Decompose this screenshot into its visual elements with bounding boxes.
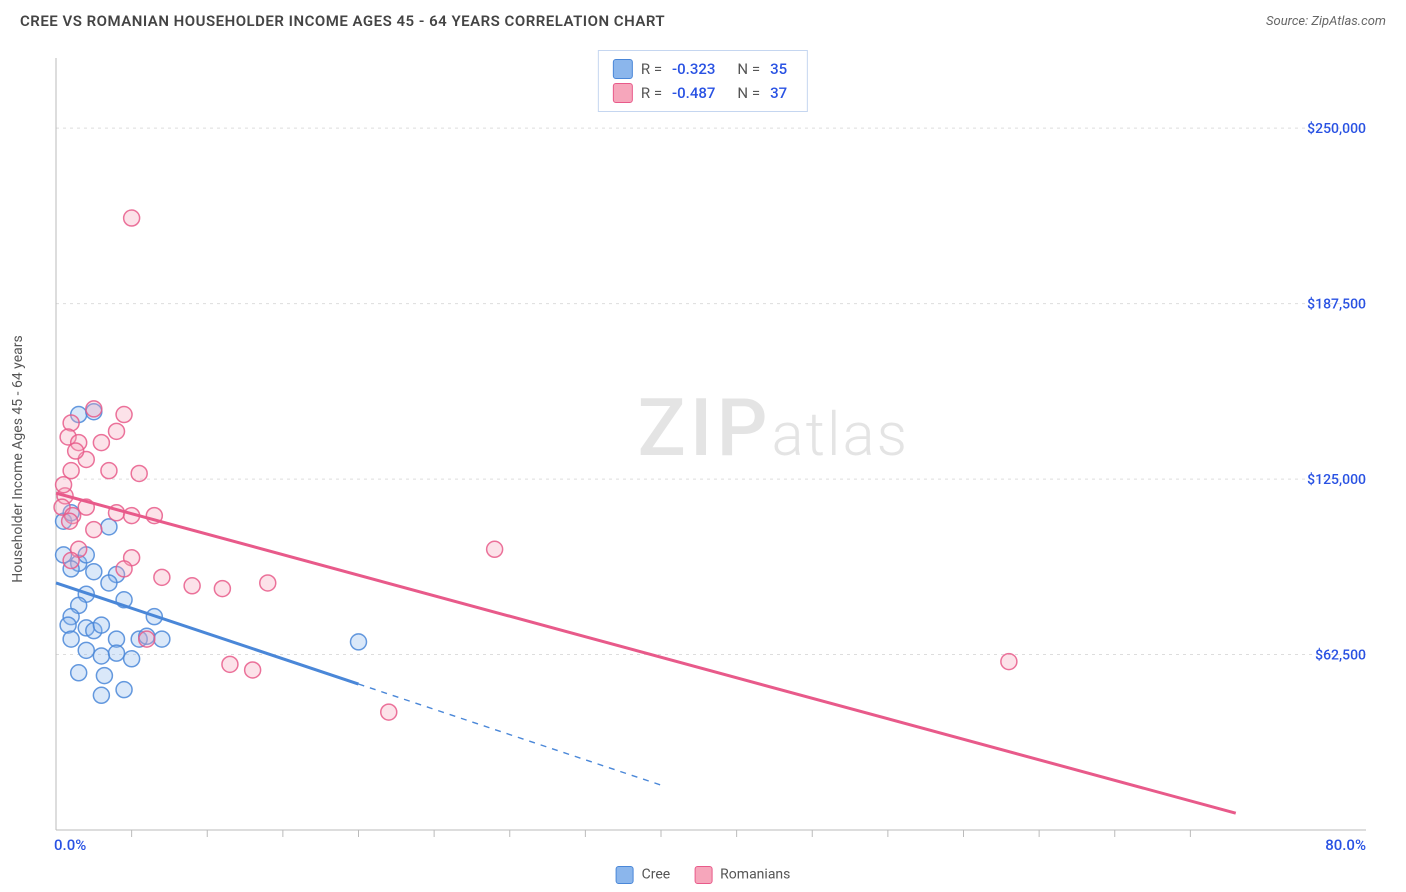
legend-n-label: N = <box>737 84 760 102</box>
svg-text:$187,500: $187,500 <box>1307 296 1366 313</box>
scatter-point <box>124 210 140 226</box>
trend-line-extrapolated <box>359 684 662 785</box>
legend-r-label: R = <box>641 60 662 78</box>
legend-label: Romanians <box>720 867 790 883</box>
scatter-point <box>381 704 397 720</box>
scatter-point <box>214 581 230 597</box>
svg-text:80.0%: 80.0% <box>1325 836 1366 854</box>
scatter-point <box>109 423 125 439</box>
scatter-point <box>154 569 170 585</box>
scatter-point <box>93 617 109 633</box>
scatter-point <box>63 631 79 647</box>
scatter-point <box>71 665 87 681</box>
scatter-point <box>109 645 125 661</box>
scatter-point <box>93 648 109 664</box>
scatter-point <box>131 465 147 481</box>
legend-item: Cree <box>616 866 671 884</box>
legend-row: R = -0.323 N = 35 <box>613 57 793 81</box>
correlation-legend: R = -0.323 N = 35 R = -0.487 N = 37 <box>598 50 808 112</box>
scatter-point <box>184 578 200 594</box>
scatter-point <box>78 642 94 658</box>
legend-swatch <box>613 83 633 103</box>
legend-swatch <box>694 866 712 884</box>
scatter-point <box>96 668 112 684</box>
legend-label: Cree <box>642 867 671 883</box>
scatter-point <box>245 662 261 678</box>
legend-r-value: -0.487 <box>670 84 721 102</box>
scatter-point <box>56 477 72 493</box>
scatter-point <box>139 631 155 647</box>
scatter-point <box>154 631 170 647</box>
chart-title: CREE VS ROMANIAN HOUSEHOLDER INCOME AGES… <box>20 12 665 30</box>
legend-n-label: N = <box>737 60 760 78</box>
scatter-point <box>63 553 79 569</box>
legend-n-value: 37 <box>768 84 793 102</box>
scatter-point <box>124 651 140 667</box>
legend-item: Romanians <box>694 866 790 884</box>
scatter-point <box>101 463 117 479</box>
scatter-point <box>63 415 79 431</box>
legend-n-value: 35 <box>768 60 793 78</box>
scatter-point <box>93 435 109 451</box>
scatter-point <box>116 682 132 698</box>
plot-area: Householder Income Ages 45 - 64 years $6… <box>50 50 1376 852</box>
y-axis-label: Householder Income Ages 45 - 64 years <box>10 335 26 582</box>
legend-swatch <box>613 59 633 79</box>
scatter-point <box>1001 654 1017 670</box>
scatter-point <box>487 541 503 557</box>
scatter-point <box>116 561 132 577</box>
scatter-point <box>86 522 102 538</box>
scatter-point <box>60 617 76 633</box>
scatter-point <box>68 443 84 459</box>
scatter-point <box>260 575 276 591</box>
series-legend: Cree Romanians <box>616 866 791 884</box>
scatter-point <box>86 564 102 580</box>
svg-text:$62,500: $62,500 <box>1315 647 1366 664</box>
source-attribution: Source: ZipAtlas.com <box>1266 14 1386 29</box>
trend-line <box>56 493 1236 813</box>
scatter-point <box>116 407 132 423</box>
svg-text:$250,000: $250,000 <box>1307 120 1366 137</box>
scatter-point <box>351 634 367 650</box>
scatter-point <box>222 656 238 672</box>
legend-row: R = -0.487 N = 37 <box>613 81 793 105</box>
legend-swatch <box>616 866 634 884</box>
scatter-point <box>62 513 78 529</box>
scatter-point <box>93 687 109 703</box>
legend-r-label: R = <box>641 84 662 102</box>
scatter-point <box>101 575 117 591</box>
svg-text:0.0%: 0.0% <box>54 836 86 854</box>
svg-text:$125,000: $125,000 <box>1307 471 1366 488</box>
scatter-point <box>86 401 102 417</box>
legend-r-value: -0.323 <box>670 60 721 78</box>
scatter-plot-svg: $62,500 $125,000 $187,500 $250,000 0.0% 80.0% <box>50 50 1376 852</box>
